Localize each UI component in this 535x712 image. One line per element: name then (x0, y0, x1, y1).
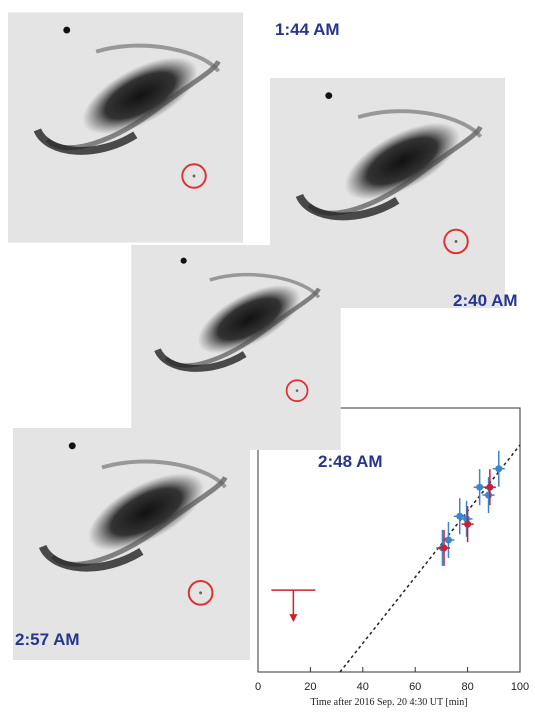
x-tick-label: 20 (304, 681, 316, 693)
galaxy-image (131, 245, 340, 450)
x-tick-label: 40 (357, 681, 369, 693)
data-point (453, 498, 466, 535)
galaxy-image (8, 12, 243, 242)
point (495, 465, 503, 473)
galaxy-image (13, 428, 250, 660)
limit-arrow (289, 614, 298, 623)
x-tick-label: 60 (409, 681, 421, 693)
x-tick-label: 0 (255, 681, 261, 693)
upper-limit (271, 589, 316, 623)
point (485, 491, 493, 499)
data-point (492, 450, 505, 487)
plot-frame (257, 407, 521, 673)
point (444, 536, 452, 544)
time-label: 2:40 AM (453, 291, 518, 310)
time-label: 2:48 AM (318, 452, 383, 471)
point (456, 512, 464, 520)
point (440, 544, 448, 552)
data-point (473, 469, 486, 506)
x-axis-label: Time after 2016 Sep. 20 4:30 UT [min] (310, 697, 467, 708)
x-tick-label: 80 (461, 681, 473, 693)
data-point (483, 469, 496, 506)
data-point (438, 529, 451, 566)
point (464, 520, 472, 528)
light-curve: Time after 2016 Sep. 20 4:30 UT [min] 0 2… (255, 407, 529, 708)
time-label: 2:57 AM (15, 630, 80, 649)
data-point (461, 506, 474, 543)
point (486, 483, 494, 491)
time-label: 1:44 AM (275, 20, 340, 39)
x-tick-label: 100 (511, 681, 529, 693)
point (476, 483, 484, 491)
